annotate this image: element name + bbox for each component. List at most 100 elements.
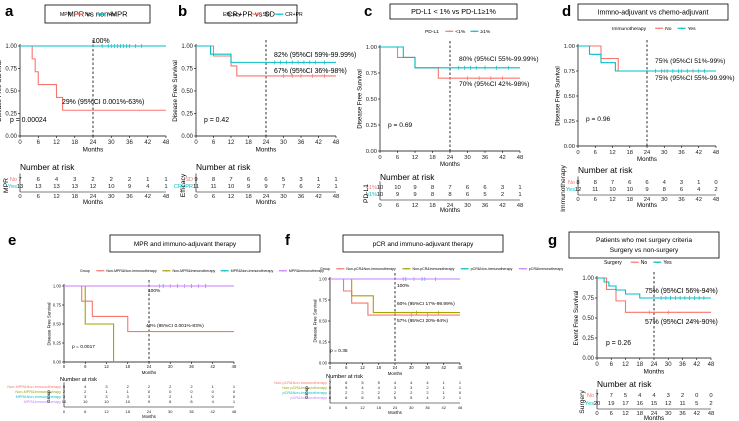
x-tick-label: 48 (163, 140, 170, 146)
risk-count: 2 (169, 384, 172, 389)
risk-tick-label: 18 (71, 194, 78, 200)
risk-tick-label: 24 (644, 197, 651, 203)
y-tick-label: 1.00 (582, 276, 594, 282)
legend-label: Non-pCR&Immunotherapy (412, 267, 454, 271)
risk-tick-label: 6 (594, 197, 598, 203)
legend-title: Surgery (604, 260, 622, 266)
risk-tick-label: 18 (126, 409, 131, 414)
risk-count: 8 (169, 399, 172, 404)
legend-censor-mark: + (522, 267, 524, 271)
risk-table-title: Number at risk (20, 162, 75, 172)
risk-count: 1 (190, 394, 193, 399)
risk-count: 5 (624, 393, 628, 399)
chart-subtitle: Surgery vs non-surgery (610, 247, 679, 254)
risk-count: 4 (212, 399, 215, 404)
legend-censor-mark: + (633, 260, 636, 265)
risk-count: 10 (104, 399, 109, 404)
risk-count: 1 (233, 399, 236, 404)
risk-count: 3 (410, 385, 413, 390)
x-tick-label: 36 (679, 362, 686, 368)
risk-tick-label: 42 (315, 194, 322, 200)
survival-annotation: 75% (95%CI 55%-99.99%) (655, 75, 735, 82)
risk-count: 8 (212, 177, 216, 183)
legend-censor-mark: + (473, 29, 476, 34)
risk-count: 3 (73, 177, 77, 183)
x-tick-label: 42 (441, 365, 446, 370)
panel-letter: f (285, 232, 291, 249)
risk-tick-label: 24 (147, 409, 152, 414)
legend-censor-mark: + (656, 260, 659, 265)
risk-count: 9 (128, 184, 131, 190)
x-tick-label: 24 (90, 140, 97, 146)
x-axis-label: Months (83, 147, 104, 154)
risk-row-label: No (587, 393, 594, 399)
risk-row-label: ≥1% (366, 192, 377, 198)
risk-count: 10 (626, 187, 633, 193)
legend-censor-mark: + (680, 26, 683, 31)
risk-count: 11 (679, 401, 685, 407)
risk-count: 10 (83, 399, 88, 404)
risk-count: 8 (190, 399, 193, 404)
risk-tick-label: 0 (378, 203, 382, 209)
risk-count: 4 (426, 395, 429, 400)
legend-title: Immunotherapy (612, 26, 647, 32)
x-tick-label: 18 (429, 155, 435, 161)
risk-count: 2 (169, 394, 172, 399)
risk-x-label: Months (440, 207, 460, 214)
x-tick-label: 48 (713, 150, 719, 156)
legend-label: Non-MPR&Immunotherapy (172, 269, 215, 273)
risk-count: 2 (91, 177, 94, 183)
risk-count: 9 (247, 184, 250, 190)
risk-y-label: Group (46, 390, 51, 403)
legend-censor-mark: + (78, 12, 81, 17)
y-tick-label: 0.25 (5, 112, 17, 118)
risk-count: 4 (378, 385, 381, 390)
risk-tick-label: 12 (228, 194, 235, 200)
risk-tick-label: 48 (713, 197, 720, 203)
x-tick-label: 12 (228, 140, 235, 146)
survival-curve (597, 277, 711, 313)
risk-count: 9 (413, 192, 416, 198)
survival-curve (330, 278, 460, 316)
risk-x-label: Months (142, 414, 156, 419)
risk-count: 5 (361, 380, 364, 385)
survival-curve (196, 45, 336, 63)
risk-count: 2 (709, 401, 712, 407)
legend-censor-mark: + (224, 269, 226, 273)
risk-count: 5 (394, 395, 397, 400)
x-tick-label: 24 (651, 362, 658, 368)
risk-count: 10 (394, 185, 401, 191)
x-tick-label: 30 (168, 364, 173, 369)
panel-letter: c (364, 3, 372, 20)
risk-count: 2 (714, 187, 717, 193)
risk-count: 3 (501, 185, 505, 191)
risk-table-title: Number at risk (60, 377, 97, 383)
legend-censor-mark: + (658, 26, 661, 31)
risk-count: 0 (695, 393, 699, 399)
risk-count: 13 (17, 184, 24, 190)
y-tick-label: 1.00 (5, 44, 17, 50)
y-tick-label: 0.00 (319, 360, 328, 365)
title-box (577, 3, 729, 21)
risk-tick-label: 6 (396, 203, 400, 209)
y-tick-label: 0.25 (582, 336, 594, 342)
risk-count: 5 (695, 401, 699, 407)
risk-tick-label: 36 (298, 194, 305, 200)
risk-row-label: Yes (566, 187, 575, 193)
risk-tick-label: 6 (212, 194, 216, 200)
x-tick-label: 0 (378, 155, 381, 161)
y-axis-label: Disease Free Survival (313, 299, 318, 342)
risk-row-label: Non-MPR&Non-immunotherapy (7, 385, 61, 389)
risk-count: 0 (212, 389, 215, 394)
legend-title: MPR (60, 12, 72, 18)
x-tick-label: 42 (315, 140, 322, 146)
risk-row-label: MPR&Immunotherapy (24, 400, 61, 404)
risk-row-label: Non-pCR&Immunotherapy (282, 386, 327, 390)
risk-count: 9 (396, 192, 399, 198)
x-tick-label: 30 (661, 150, 667, 156)
risk-row-label: Yes (585, 401, 594, 407)
risk-count: 1 (518, 192, 521, 198)
risk-tick-label: 24 (263, 194, 270, 200)
risk-count: 3 (84, 394, 87, 399)
risk-count: 2 (410, 390, 413, 395)
